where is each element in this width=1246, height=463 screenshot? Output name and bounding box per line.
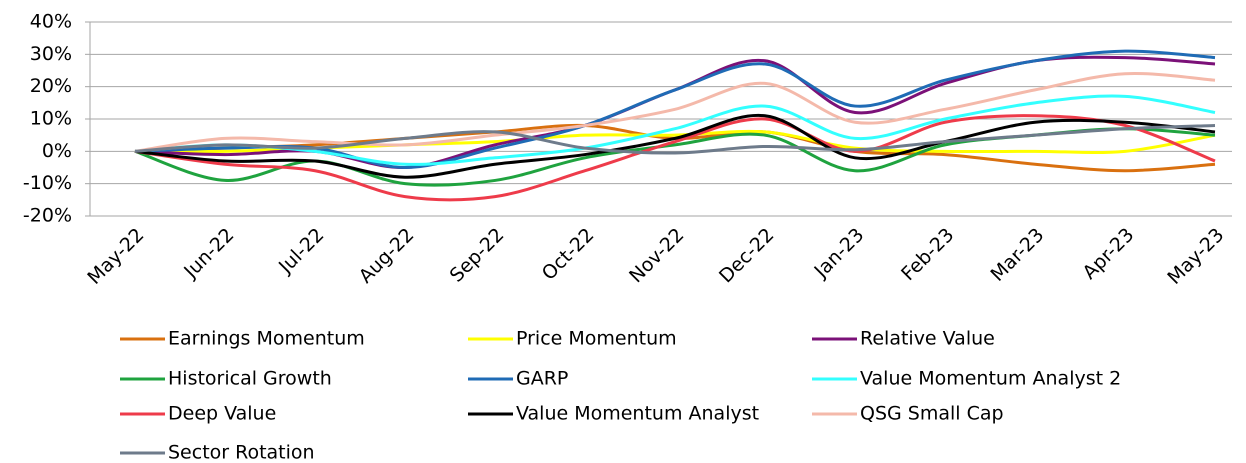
- x-tick-label: May-22: [83, 224, 148, 289]
- y-tick-label: 40%: [30, 11, 72, 33]
- line-series: [134, 113, 1216, 179]
- x-tick-label: Nov-22: [625, 224, 688, 287]
- line-series: [134, 114, 1216, 202]
- legend-label: Value Momentum Analyst 2: [860, 368, 1121, 390]
- legend-label: Deep Value: [168, 403, 276, 425]
- legend-label: Historical Growth: [168, 368, 332, 390]
- line-series: [134, 71, 1216, 153]
- legend-label: GARP: [516, 368, 568, 390]
- y-tick-label: -10%: [23, 172, 72, 194]
- legend-label: Relative Value: [860, 328, 995, 350]
- y-tick-label: 20%: [30, 75, 72, 97]
- legend-label: Value Momentum Analyst: [516, 403, 759, 425]
- legend-label: Sector Rotation: [168, 442, 315, 463]
- line-series: [134, 94, 1216, 166]
- x-tick-label: Aug-22: [355, 224, 419, 288]
- x-tick-label: Apr-23: [1079, 224, 1139, 284]
- x-tick-label: Oct-22: [538, 224, 599, 285]
- x-tick-label: May-23: [1163, 224, 1228, 289]
- line-series: [134, 123, 1216, 155]
- x-tick-label: Mar-23: [986, 224, 1048, 286]
- legend-label: Earnings Momentum: [168, 328, 365, 350]
- x-tick-label: Jul-22: [274, 224, 328, 278]
- x-tick-label: Feb-23: [897, 224, 958, 285]
- x-tick-label: Jan-23: [810, 224, 869, 283]
- y-tick-label: 0%: [42, 140, 72, 162]
- legend-label: Price Momentum: [516, 328, 677, 350]
- x-tick-label: Sep-22: [446, 224, 509, 287]
- x-tick-label: Jun-22: [179, 224, 238, 283]
- x-tick-label: Dec-22: [715, 224, 779, 288]
- y-tick-label: 10%: [30, 108, 72, 130]
- y-tick-label: -20%: [23, 205, 72, 227]
- y-tick-label: 30%: [30, 43, 72, 65]
- legend-label: QSG Small Cap: [860, 403, 1004, 425]
